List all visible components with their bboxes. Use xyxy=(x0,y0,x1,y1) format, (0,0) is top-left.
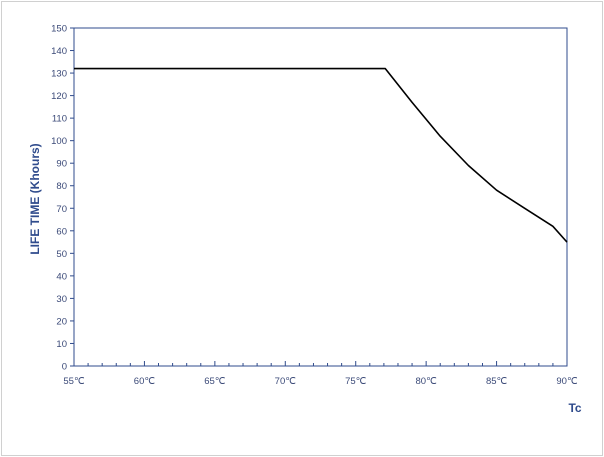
x-tick-label: 70℃ xyxy=(275,376,297,387)
x-axis-title: Tc xyxy=(568,401,581,415)
y-tick-label: 130 xyxy=(51,69,67,80)
y-tick-label: 80 xyxy=(56,181,67,192)
y-tick-label: 70 xyxy=(56,204,67,215)
y-tick-label: 60 xyxy=(56,226,67,237)
series-line xyxy=(74,67,568,243)
y-tick-label: 150 xyxy=(51,24,67,35)
y-tick-label: 120 xyxy=(51,91,67,102)
x-tick-label: 80℃ xyxy=(416,376,438,387)
x-tick-label: 85℃ xyxy=(486,376,508,387)
y-tick-label: 100 xyxy=(51,136,67,147)
y-tick-label: 0 xyxy=(62,362,67,373)
plot-area-border xyxy=(73,27,568,367)
y-tick-label: 140 xyxy=(51,46,67,57)
series-layer xyxy=(74,67,568,243)
x-tick-label: 75℃ xyxy=(345,376,367,387)
x-tick-label: 55℃ xyxy=(63,376,85,387)
y-tick-label: 110 xyxy=(52,114,67,125)
x-tick-label: 90℃ xyxy=(556,376,578,387)
y-tick-label: 40 xyxy=(56,271,67,282)
y-axis-ticks: 0 10 20 30 40 50 60 70 80 90 100 110 120 130 140 150 xyxy=(51,24,74,373)
y-tick-label: 90 xyxy=(56,159,67,170)
y-tick-label: 50 xyxy=(56,249,67,260)
x-tick-label: 65℃ xyxy=(204,376,226,387)
y-tick-label: 10 xyxy=(56,339,67,350)
x-tick-label: 60℃ xyxy=(134,376,156,387)
y-tick-label: 20 xyxy=(56,316,67,327)
y-axis-title: LIFE TIME (Khours) xyxy=(28,143,42,254)
y-tick-label: 30 xyxy=(56,294,67,305)
x-axis-ticks: 55℃ 60℃ 65℃ 70℃ 75℃ 80℃ 85℃ 90℃ xyxy=(63,361,578,387)
